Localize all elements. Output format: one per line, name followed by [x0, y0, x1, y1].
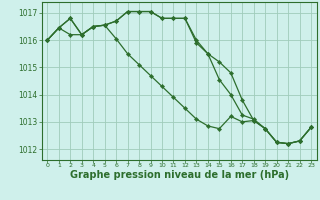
X-axis label: Graphe pression niveau de la mer (hPa): Graphe pression niveau de la mer (hPa) — [70, 170, 289, 180]
